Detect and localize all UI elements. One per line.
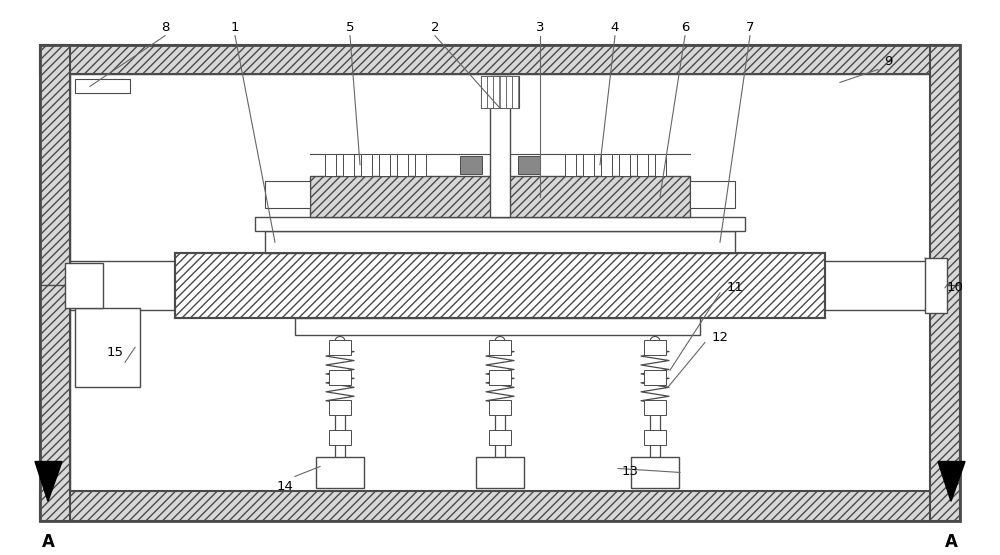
Bar: [40, 491, 960, 521]
Bar: [329, 430, 351, 445]
Circle shape: [335, 336, 345, 346]
Bar: [655, 154, 666, 176]
Bar: [361, 154, 372, 176]
Text: 6: 6: [681, 21, 689, 34]
Bar: [565, 154, 576, 176]
Bar: [40, 44, 70, 521]
Bar: [316, 457, 364, 488]
Text: 10: 10: [947, 281, 963, 294]
Bar: [481, 77, 519, 108]
Bar: [255, 218, 745, 231]
Text: 15: 15: [106, 346, 124, 359]
Bar: [40, 44, 960, 74]
Text: 14: 14: [277, 480, 293, 493]
Bar: [506, 77, 512, 108]
Bar: [493, 77, 499, 108]
Text: 4: 4: [611, 21, 619, 34]
Polygon shape: [35, 462, 62, 501]
Bar: [265, 180, 310, 209]
Text: 13: 13: [622, 465, 639, 478]
Text: 5: 5: [346, 21, 354, 34]
Bar: [325, 154, 336, 176]
Text: 9: 9: [884, 55, 892, 68]
Text: 2: 2: [431, 21, 439, 34]
Bar: [489, 430, 511, 445]
Bar: [489, 340, 511, 355]
Bar: [397, 154, 408, 176]
Text: 12: 12: [712, 331, 728, 344]
Bar: [265, 231, 735, 253]
Bar: [500, 77, 506, 108]
Bar: [930, 44, 960, 521]
Bar: [490, 77, 510, 218]
Text: 1: 1: [231, 21, 239, 34]
Bar: [329, 340, 351, 355]
Text: 7: 7: [746, 21, 754, 34]
Bar: [637, 154, 648, 176]
Text: A: A: [42, 533, 54, 551]
Bar: [343, 154, 354, 176]
Bar: [295, 317, 700, 335]
Text: A: A: [945, 533, 957, 551]
Bar: [583, 154, 594, 176]
Bar: [489, 370, 511, 385]
Bar: [415, 154, 426, 176]
Bar: [476, 457, 524, 488]
Text: 3: 3: [536, 21, 544, 34]
Bar: [512, 77, 518, 108]
Bar: [329, 370, 351, 385]
Bar: [690, 180, 735, 209]
Bar: [619, 154, 630, 176]
Bar: [329, 400, 351, 415]
Bar: [644, 400, 666, 415]
Bar: [70, 74, 930, 491]
Circle shape: [650, 336, 660, 346]
Bar: [175, 253, 825, 317]
Bar: [925, 258, 947, 312]
Text: 11: 11: [726, 281, 744, 294]
Bar: [40, 44, 960, 521]
Bar: [460, 156, 482, 174]
Bar: [75, 307, 140, 387]
Bar: [310, 176, 690, 218]
Bar: [489, 400, 511, 415]
Circle shape: [495, 336, 505, 346]
Bar: [631, 457, 679, 488]
Bar: [601, 154, 612, 176]
Polygon shape: [938, 462, 965, 501]
Bar: [644, 430, 666, 445]
Bar: [644, 340, 666, 355]
Bar: [175, 253, 825, 317]
Bar: [644, 370, 666, 385]
Text: 8: 8: [161, 21, 169, 34]
Bar: [65, 263, 103, 307]
Bar: [518, 156, 540, 174]
Bar: [487, 77, 493, 108]
Bar: [379, 154, 390, 176]
Bar: [75, 79, 130, 93]
Bar: [481, 77, 487, 108]
